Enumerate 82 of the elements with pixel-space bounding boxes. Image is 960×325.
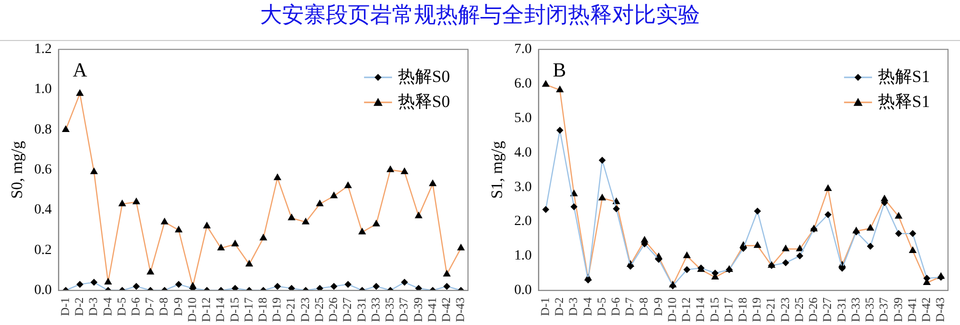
- x-tick-label: D-9: [170, 297, 185, 316]
- x-tick-label: D-4: [100, 297, 114, 316]
- y-tick-label: 1.2: [34, 42, 52, 58]
- x-tick-label: D-8: [156, 297, 171, 316]
- y-tick-label: 0.0: [34, 283, 52, 298]
- legend-label: 热释S1: [878, 92, 930, 111]
- y-tick-label: 0.8: [34, 122, 52, 138]
- annotation: B: [552, 60, 566, 82]
- x-tick-label: D-15: [227, 297, 242, 322]
- x-tick-label: D-19: [750, 297, 764, 322]
- y-tick-label: 4.0: [514, 145, 532, 160]
- legend-label: 热释S0: [398, 92, 450, 111]
- x-tick-label: D-1: [58, 297, 72, 316]
- x-tick-label: D-33: [848, 297, 862, 322]
- x-tick-label: D-1: [538, 297, 552, 316]
- x-tick-label: D-12: [199, 297, 214, 322]
- x-tick-label: D-5: [114, 297, 128, 316]
- x-tick-label: D-25: [792, 297, 806, 322]
- x-tick-label: D-26: [326, 297, 340, 322]
- x-tick-label: D-23: [778, 297, 792, 322]
- x-tick-label: D-5: [594, 297, 608, 316]
- y-tick-label: 3.0: [514, 180, 532, 195]
- x-tick-label: D-26: [806, 297, 820, 322]
- x-tick-label: D-39: [410, 297, 425, 322]
- x-tick-label: D-27: [340, 297, 354, 322]
- x-tick-label: D-8: [636, 297, 651, 316]
- x-tick-label: D-31: [354, 297, 368, 322]
- x-tick-label: D-7: [142, 297, 157, 316]
- x-tick-label: D-2: [72, 297, 86, 316]
- x-tick-label: D-31: [834, 297, 848, 322]
- y-tick-label: 1.0: [514, 248, 532, 264]
- x-tick-label: D-33: [368, 297, 382, 322]
- x-tick-label: D-37: [396, 297, 411, 322]
- y-tick-label: 0.2: [34, 242, 52, 258]
- x-tick-label: D-10: [184, 297, 199, 322]
- x-tick-label: D-3: [86, 297, 100, 316]
- x-tick-label: D-35: [382, 297, 397, 322]
- x-tick-label: D-43: [453, 297, 468, 322]
- x-tick-label: D-27: [820, 297, 834, 322]
- x-tick-label: D-21: [284, 297, 298, 322]
- x-tick-label: D-10: [664, 297, 679, 322]
- x-tick-label: D-42: [438, 297, 453, 322]
- x-tick-label: D-15: [707, 297, 722, 322]
- x-tick-label: D-41: [904, 297, 919, 322]
- x-tick-label: D-43: [933, 297, 948, 322]
- y-tick-label: 0.4: [34, 202, 52, 218]
- x-tick-label: D-2: [552, 297, 566, 316]
- x-tick-label: D-7: [622, 297, 637, 316]
- legend-label: 热解S0: [398, 66, 450, 86]
- x-tick-label: D-9: [650, 297, 665, 316]
- y-tick-label: 6.0: [514, 76, 532, 92]
- x-tick-label: D-6: [608, 297, 622, 316]
- y-axis-title: S0, mg/g: [8, 140, 26, 199]
- x-tick-label: D-41: [424, 297, 439, 322]
- x-tick-label: D-14: [693, 297, 708, 322]
- x-tick-label: D-39: [890, 297, 905, 322]
- y-tick-label: 0.0: [514, 283, 532, 298]
- annotation: A: [72, 60, 88, 82]
- x-tick-label: D-6: [128, 297, 142, 316]
- x-tick-label: D-4: [580, 297, 594, 316]
- x-tick-label: D-18: [736, 297, 750, 322]
- x-tick-label: D-17: [241, 297, 256, 322]
- x-tick-label: D-42: [918, 297, 933, 322]
- x-tick-label: D-21: [764, 297, 778, 322]
- x-tick-label: D-25: [312, 297, 326, 322]
- x-tick-label: D-35: [862, 297, 877, 322]
- y-tick-label: 1.0: [34, 82, 52, 98]
- y-tick-label: 7.0: [514, 42, 532, 58]
- chart-title: 大安寨段页岩常规热解与全封闭热释对比实验: [259, 2, 701, 30]
- x-tick-label: D-23: [298, 297, 312, 322]
- y-tick-label: 2.0: [514, 214, 532, 230]
- x-tick-label: D-18: [256, 297, 270, 322]
- y-axis-title: S1, mg/g: [488, 140, 506, 199]
- x-tick-label: D-14: [213, 297, 228, 322]
- y-tick-label: 5.0: [514, 110, 532, 126]
- x-tick-label: D-3: [566, 297, 580, 316]
- x-tick-label: D-37: [876, 297, 891, 322]
- legend-label: 热解S1: [878, 66, 930, 86]
- y-tick-label: 0.6: [34, 162, 52, 178]
- x-tick-label: D-17: [721, 297, 736, 322]
- x-tick-label: D-19: [270, 297, 284, 322]
- x-tick-label: D-12: [679, 297, 694, 322]
